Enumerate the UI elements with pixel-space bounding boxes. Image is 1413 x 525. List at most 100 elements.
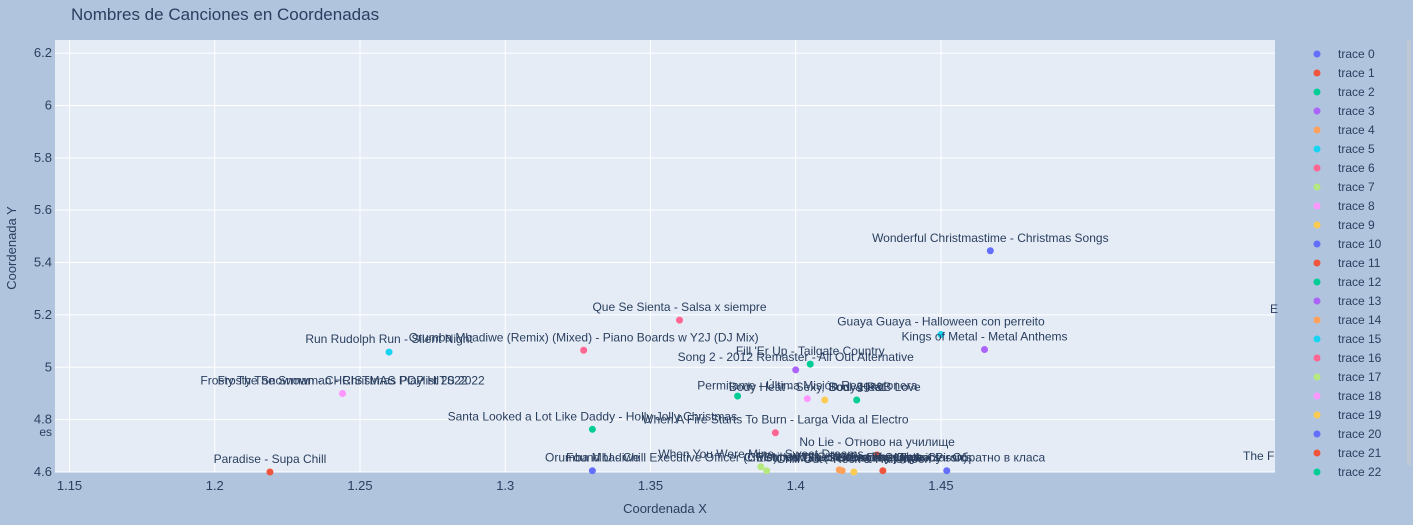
legend-marker <box>1313 335 1321 343</box>
legend-label: trace 10 <box>1338 237 1382 251</box>
legend-item[interactable]: trace 20 <box>1313 427 1382 441</box>
legend-item[interactable]: trace 4 <box>1313 123 1376 137</box>
data-point[interactable] <box>580 346 588 354</box>
legend-item[interactable]: trace 9 <box>1313 218 1376 232</box>
legend-item[interactable]: trace 11 <box>1313 256 1381 270</box>
legend-item[interactable]: trace 3 <box>1313 104 1376 118</box>
y-axis-title: Coordenada Y <box>4 206 19 290</box>
data-point[interactable] <box>803 395 811 403</box>
legend-scrollbar[interactable] <box>1407 40 1411 465</box>
point-label: Found U - Chill Executive Officer (CEO),… <box>566 451 967 465</box>
legend-item[interactable]: trace 16 <box>1313 351 1382 365</box>
y-tick-label: 6.2 <box>34 45 52 60</box>
point-label: Fill 'Er Up - Tailgate Country <box>736 344 885 358</box>
point-label: Santa Looked a Lot Like Daddy - Holly Jo… <box>448 409 737 423</box>
x-tick-label: 1.15 <box>57 478 82 493</box>
legend-item[interactable]: trace 12 <box>1313 275 1382 289</box>
legend-item[interactable]: trace 15 <box>1313 332 1382 346</box>
legend-item[interactable]: trace 2 <box>1313 85 1376 99</box>
point-label: Permitame - Última Misión Reggaetonera <box>697 378 917 393</box>
data-point[interactable] <box>853 396 861 404</box>
legend-label: trace 11 <box>1338 256 1381 270</box>
point-label: Sweet Symphony - Обратно в класа <box>848 451 1045 465</box>
legend-marker <box>1313 88 1321 96</box>
legend-item[interactable]: trace 1 <box>1313 66 1376 80</box>
legend-label: trace 4 <box>1338 123 1375 137</box>
legend[interactable]: trace 0 trace 1 trace 2 trace 3 trace 4 trace… <box>1313 40 1412 479</box>
point-label: Orumba Mbadiwe (Remix) (Mixed) - Piano B… <box>409 330 759 344</box>
data-point[interactable] <box>873 451 881 459</box>
legend-item[interactable]: trace 19 <box>1313 408 1382 422</box>
data-point[interactable] <box>588 425 596 433</box>
point-label: When A Fire Starts To Burn - Larga Vida … <box>642 413 909 427</box>
legend-label: trace 16 <box>1338 351 1382 365</box>
edge-label: E <box>1270 302 1278 316</box>
legend-item[interactable]: trace 5 <box>1313 142 1376 156</box>
legend-marker <box>1313 468 1321 476</box>
point-label: No Lie - Отново на училище <box>799 435 955 449</box>
point-label: Que Se Sienta - Salsa x siempre <box>592 300 766 314</box>
x-tick-label: 1.45 <box>928 478 953 493</box>
legend-marker <box>1313 240 1321 248</box>
data-point[interactable] <box>734 392 742 400</box>
legend-label: trace 14 <box>1338 313 1382 327</box>
data-point[interactable] <box>771 429 779 437</box>
legend-item[interactable]: trace 6 <box>1313 161 1376 175</box>
chart-title: Nombres de Canciones en Coordenadas <box>71 5 379 24</box>
data-point[interactable] <box>821 396 829 404</box>
data-point[interactable] <box>850 468 858 476</box>
data-point[interactable] <box>757 463 765 471</box>
data-point[interactable] <box>806 360 814 368</box>
point-label: Walk of Life - Drive Time Classics <box>794 451 972 465</box>
legend-label: trace 22 <box>1338 465 1382 479</box>
legend-item[interactable]: trace 18 <box>1313 389 1382 403</box>
legend-label: trace 12 <box>1338 275 1382 289</box>
edge-label: es <box>39 425 52 439</box>
data-point[interactable] <box>266 468 274 476</box>
data-point[interactable] <box>588 467 596 475</box>
data-point[interactable] <box>792 366 800 374</box>
data-point[interactable] <box>879 467 887 475</box>
point-label: Body Heat - Sexy, Soul & R&B Love <box>729 380 921 394</box>
data-point[interactable] <box>676 316 684 324</box>
legend-item[interactable]: trace 0 <box>1313 47 1376 61</box>
y-axis-ticks: 4.6 4.8 5 5.2 5.4 5.6 5.8 6 6.2 <box>34 45 52 479</box>
x-tick-label: 1.3 <box>496 478 514 493</box>
point-label: Meribodo - Collective Thoughts <box>756 450 922 464</box>
y-tick-label: 6 <box>45 97 52 112</box>
legend-marker <box>1313 297 1321 305</box>
data-point[interactable] <box>763 467 771 475</box>
data-point[interactable] <box>943 467 951 475</box>
data-point[interactable] <box>986 247 994 255</box>
point-label: Chill Out - Rock & Halloween <box>776 452 931 466</box>
plot-area-background <box>55 40 1275 472</box>
legend-marker <box>1313 373 1321 381</box>
legend-item[interactable]: trace 14 <box>1313 313 1382 327</box>
legend-marker <box>1313 145 1321 153</box>
legend-label: trace 9 <box>1338 218 1375 232</box>
point-label: Kings of Metal - Metal Anthems <box>901 329 1067 343</box>
data-point[interactable] <box>835 466 843 474</box>
legend-label: trace 1 <box>1338 66 1375 80</box>
legend-label: trace 13 <box>1338 294 1382 308</box>
legend-item[interactable]: trace 22 <box>1313 465 1382 479</box>
legend-marker <box>1313 202 1321 210</box>
data-point[interactable] <box>981 345 989 353</box>
legend-item[interactable]: trace 17 <box>1313 370 1382 384</box>
legend-item[interactable]: trace 10 <box>1313 237 1382 251</box>
data-point[interactable] <box>339 389 347 397</box>
legend-label: trace 18 <box>1338 389 1382 403</box>
legend-label: trace 15 <box>1338 332 1382 346</box>
legend-item[interactable]: trace 8 <box>1313 199 1376 213</box>
y-tick-label: 5.2 <box>34 307 52 322</box>
legend-item[interactable]: trace 13 <box>1313 294 1382 308</box>
legend-marker <box>1313 278 1321 286</box>
data-point[interactable] <box>385 348 393 356</box>
point-label: Frosty The Snowman - Christmas Playlist … <box>218 373 468 387</box>
legend-item[interactable]: trace 21 <box>1313 446 1382 460</box>
legend-item[interactable]: trace 7 <box>1313 180 1376 194</box>
legend-marker <box>1313 411 1321 419</box>
data-point[interactable] <box>937 331 945 339</box>
point-label: Run Rudolph Run - Silent Night <box>305 332 473 346</box>
legend-label: trace 21 <box>1338 446 1382 460</box>
